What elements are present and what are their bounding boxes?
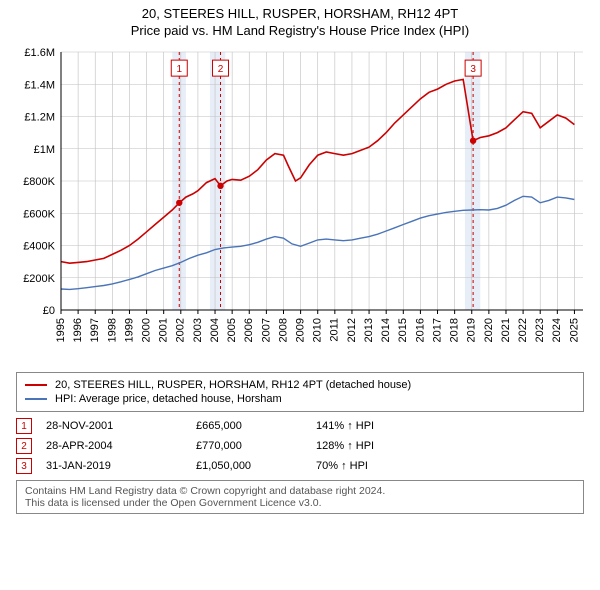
chart-area: £0 £200K £400K £600K £800K £1M £1.2M £1.4M £1.6M… — [11, 44, 589, 364]
svg-text:1998: 1998 — [106, 318, 118, 342]
legend-swatch — [25, 384, 47, 386]
figure-container: 20, STEERES HILL, RUSPER, HORSHAM, RH12 … — [0, 0, 600, 522]
svg-text:£600K: £600K — [23, 208, 55, 220]
transaction-row: 2 28-APR-2004 £770,000 128% ↑ HPI — [16, 438, 584, 454]
svg-text:1997: 1997 — [89, 318, 101, 342]
svg-text:1995: 1995 — [55, 318, 67, 342]
svg-text:2009: 2009 — [295, 318, 307, 342]
footer-line: This data is licensed under the Open Gov… — [25, 497, 575, 509]
svg-text:2019: 2019 — [466, 318, 478, 342]
svg-text:2013: 2013 — [363, 318, 375, 342]
svg-text:2025: 2025 — [568, 318, 580, 342]
svg-text:2006: 2006 — [243, 318, 255, 342]
svg-text:£1.4M: £1.4M — [24, 79, 55, 91]
svg-text:2011: 2011 — [329, 318, 341, 342]
svg-text:2004: 2004 — [209, 318, 221, 342]
svg-text:£1.2M: £1.2M — [24, 112, 55, 124]
svg-text:2002: 2002 — [175, 318, 187, 342]
svg-text:2010: 2010 — [312, 318, 324, 342]
svg-text:£1.6M: £1.6M — [24, 47, 55, 59]
transaction-date: 31-JAN-2019 — [46, 460, 196, 472]
svg-text:2016: 2016 — [414, 318, 426, 342]
svg-text:£0: £0 — [43, 305, 55, 317]
svg-text:2018: 2018 — [449, 318, 461, 342]
marker-badge: 2 — [16, 438, 32, 454]
legend-swatch — [25, 398, 47, 400]
svg-text:2001: 2001 — [158, 318, 170, 342]
transaction-pct: 70% ↑ HPI — [316, 460, 436, 472]
legend-item: 20, STEERES HILL, RUSPER, HORSHAM, RH12 … — [25, 379, 575, 391]
attribution-footer: Contains HM Land Registry data © Crown c… — [16, 480, 584, 514]
title-block: 20, STEERES HILL, RUSPER, HORSHAM, RH12 … — [10, 6, 590, 38]
transaction-row: 1 28-NOV-2001 £665,000 141% ↑ HPI — [16, 418, 584, 434]
footer-line: Contains HM Land Registry data © Crown c… — [25, 485, 575, 497]
marker-badge: 3 — [16, 458, 32, 474]
svg-text:2024: 2024 — [551, 318, 563, 342]
transaction-price: £770,000 — [196, 440, 316, 452]
svg-text:2020: 2020 — [483, 318, 495, 342]
transaction-pct: 128% ↑ HPI — [316, 440, 436, 452]
legend-label: 20, STEERES HILL, RUSPER, HORSHAM, RH12 … — [55, 379, 411, 391]
svg-text:£400K: £400K — [23, 241, 55, 253]
legend-label: HPI: Average price, detached house, Hors… — [55, 393, 282, 405]
marker-badge: 1 — [16, 418, 32, 434]
svg-text:1: 1 — [176, 64, 182, 75]
transaction-price: £665,000 — [196, 420, 316, 432]
svg-text:3: 3 — [470, 64, 476, 75]
legend: 20, STEERES HILL, RUSPER, HORSHAM, RH12 … — [16, 372, 584, 412]
svg-text:2005: 2005 — [226, 318, 238, 342]
svg-text:2: 2 — [218, 64, 224, 75]
title-subtitle: Price paid vs. HM Land Registry's House … — [10, 23, 590, 38]
transaction-pct: 141% ↑ HPI — [316, 420, 436, 432]
svg-text:2023: 2023 — [534, 318, 546, 342]
svg-text:£200K: £200K — [23, 273, 55, 285]
svg-text:2000: 2000 — [140, 318, 152, 342]
svg-text:2015: 2015 — [397, 318, 409, 342]
svg-text:£800K: £800K — [23, 176, 55, 188]
svg-text:1996: 1996 — [72, 318, 84, 342]
svg-text:2007: 2007 — [260, 318, 272, 342]
svg-text:2017: 2017 — [431, 318, 443, 342]
svg-text:1999: 1999 — [123, 318, 135, 342]
transaction-row: 3 31-JAN-2019 £1,050,000 70% ↑ HPI — [16, 458, 584, 474]
svg-text:2014: 2014 — [380, 318, 392, 342]
svg-text:2022: 2022 — [517, 318, 529, 342]
transaction-date: 28-APR-2004 — [46, 440, 196, 452]
line-chart: £0 £200K £400K £600K £800K £1M £1.2M £1.4M £1.6M… — [11, 44, 589, 364]
svg-text:2021: 2021 — [500, 318, 512, 342]
svg-text:2003: 2003 — [192, 318, 204, 342]
transaction-price: £1,050,000 — [196, 460, 316, 472]
transaction-list: 1 28-NOV-2001 £665,000 141% ↑ HPI 2 28-A… — [16, 418, 584, 474]
transaction-date: 28-NOV-2001 — [46, 420, 196, 432]
legend-item: HPI: Average price, detached house, Hors… — [25, 393, 575, 405]
svg-text:£1M: £1M — [34, 144, 55, 156]
svg-text:2012: 2012 — [346, 318, 358, 342]
svg-text:2008: 2008 — [277, 318, 289, 342]
title-address: 20, STEERES HILL, RUSPER, HORSHAM, RH12 … — [10, 6, 590, 21]
